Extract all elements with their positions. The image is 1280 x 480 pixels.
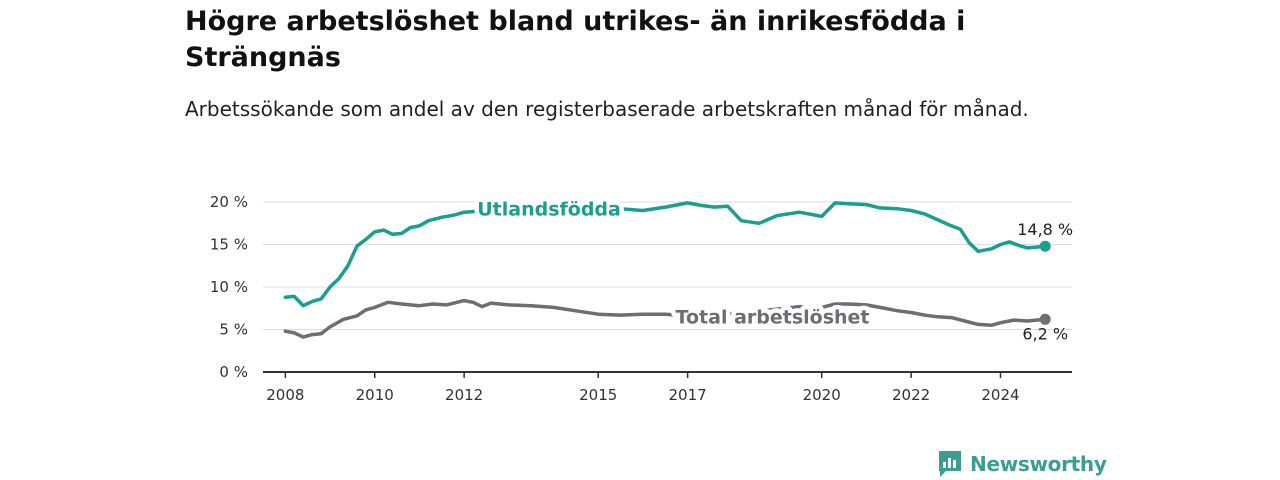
series-line-total [283,298,1047,339]
chart-title: Högre arbetslöshet bland utrikes- än inr… [185,6,966,73]
series-lines [283,201,1051,339]
series-end-point [1039,240,1051,252]
x-tick-label: 2024 [981,386,1019,404]
line-chart: 0 %5 %10 %15 %20 % 2008 2010 2012 2015 2017 2… [210,193,1073,404]
x-tick-label: 2017 [669,386,707,404]
grid-lines [263,201,1072,373]
series-labels: 14,8 % 6,2 % Utlandsfödda Total arbetslöshe… [473,194,1073,343]
newsworthy-brand: Newsworthy [937,449,1107,479]
series-end-value-label: 14,8 % [1017,220,1073,239]
series-end-value-label: 6,2 % [1022,324,1068,343]
x-tick-label: 2020 [803,386,841,404]
chart-subtitle: Arbetssökande som andel av den registerb… [185,97,1029,121]
newsworthy-chart-logo-icon [939,451,961,477]
y-axis: 0 % 5 % 10 % 15 % 20 % [210,193,248,381]
series-end-point [1039,313,1051,325]
x-tick-label: 2010 [356,386,394,404]
y-tick-label: 15 % [210,236,248,254]
series-name-label-total: Total arbetslöshet [676,307,870,329]
brand-name: Newsworthy [970,452,1107,476]
y-tick-label: 10 % [210,278,248,296]
series-line-utlandsfodda [283,201,1047,308]
x-tick-label: 2022 [892,386,930,404]
y-tick-label: 20 % [210,193,248,211]
x-tick-label: 2008 [266,386,304,404]
x-tick-label: 2015 [579,386,617,404]
x-tick-label: 2012 [445,386,483,404]
y-tick-label: 5 % [219,321,248,339]
series-name-label-utlandsfodda: Utlandsfödda [477,199,621,221]
y-tick-label: 0 % [219,363,248,381]
x-axis: 2008 2010 2012 2015 2017 2020 2022 2024 [266,372,1020,404]
